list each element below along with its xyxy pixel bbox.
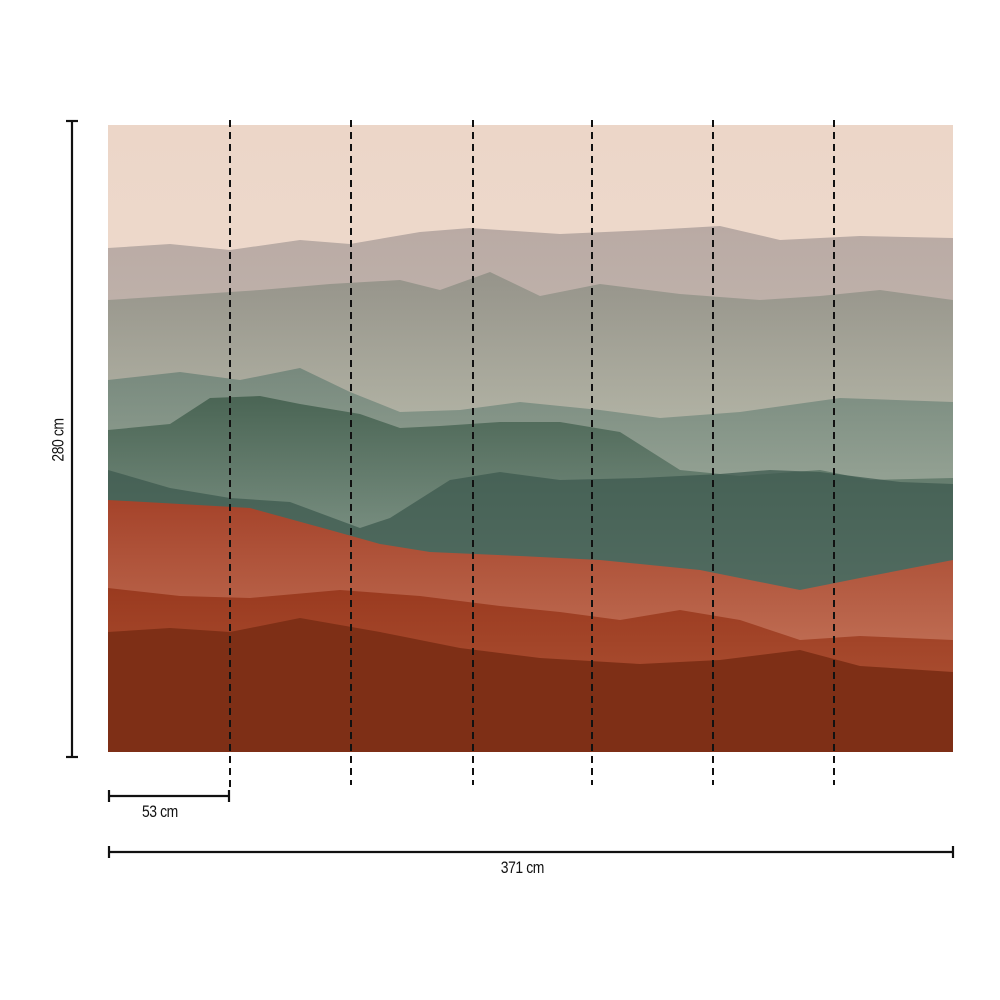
panel-width-label: 53 cm (141, 802, 178, 821)
panel-width-dimension-line (107, 790, 231, 802)
height-label: 280 cm (48, 418, 68, 462)
total-width-label: 371 cm (500, 858, 545, 877)
total-width-dimension-line (107, 846, 955, 858)
height-dimension-line (66, 119, 78, 759)
panel-seam-lines (229, 120, 835, 790)
mural-image (108, 125, 953, 752)
